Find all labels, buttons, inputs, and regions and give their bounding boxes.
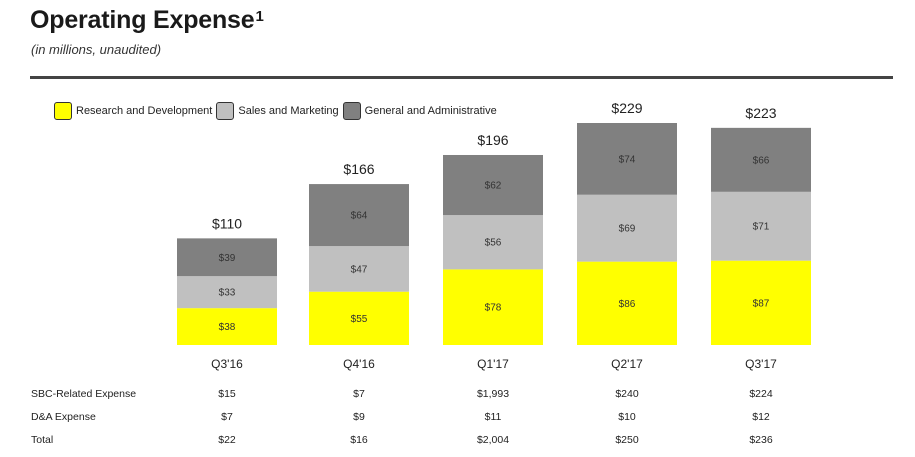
data-label-sales-and-marketing-q3-16: $33 <box>219 288 236 299</box>
bar-segment-sales-and-marketing-q3-16 <box>177 276 277 309</box>
data-label-research-and-development-q3-17: $87 <box>753 298 770 309</box>
bar-segment-general-and-administrative-q4-16 <box>309 184 409 247</box>
cell-sbc-q1-17: $1,993 <box>476 388 510 400</box>
bar-segment-sales-and-marketing-q2-17 <box>577 194 677 262</box>
row-label-total: Total <box>31 434 54 446</box>
cell-sbc-q3-17: $224 <box>749 388 773 400</box>
bar-segment-research-and-development-q3-17 <box>711 260 811 345</box>
legend-swatch-research <box>54 102 72 120</box>
legend-label-research: Research and Development <box>76 105 213 117</box>
cell-total-q1-17: $2,004 <box>476 434 510 446</box>
table-row-total: Total $22 $16 $2,004 $250 $236 <box>0 434 915 450</box>
total-label-q3-16: $110 <box>212 215 242 231</box>
bar-segment-general-and-administrative-q3-17 <box>711 127 811 192</box>
data-label-research-and-development-q4-16: $55 <box>351 314 368 325</box>
bar-segment-sales-and-marketing-q4-16 <box>309 246 409 292</box>
bar-segment-general-and-administrative-q1-17 <box>443 154 543 216</box>
total-label-q2-17: $229 <box>611 100 642 116</box>
chart-legend: Research and Development Sales and Marke… <box>54 102 501 120</box>
title-superscript: 1 <box>255 8 264 25</box>
data-label-general-and-administrative-q3-17: $66 <box>753 155 770 166</box>
title-text: Operating Expense <box>30 6 255 34</box>
data-label-general-and-administrative-q4-16: $64 <box>351 211 368 222</box>
cell-da-q2-17: $10 <box>618 411 636 423</box>
legend-swatch-sales <box>216 102 235 120</box>
total-label-q1-17: $196 <box>477 132 508 148</box>
x-tick-label-q3-16: Q3'16 <box>211 357 243 371</box>
bar-segment-research-and-development-q1-17 <box>443 269 543 345</box>
x-tick-label-q4-16: Q4'16 <box>343 357 375 371</box>
legend-item-general: General and Administrative <box>342 102 497 120</box>
cell-total-q2-17: $250 <box>615 434 639 446</box>
legend-swatch-general <box>342 102 361 120</box>
data-label-sales-and-marketing-q2-17: $69 <box>619 224 636 235</box>
bar-segment-research-and-development-q3-16 <box>177 308 277 345</box>
table-row-da: D&A Expense $7 $9 $11 $10 $12 <box>0 411 915 427</box>
x-tick-label-q3-17: Q3'17 <box>745 357 777 371</box>
data-label-research-and-development-q3-16: $38 <box>219 322 236 333</box>
title-divider <box>30 76 893 79</box>
legend-item-research: Research and Development <box>54 102 212 120</box>
total-label-q4-16: $166 <box>343 161 374 177</box>
data-label-research-and-development-q1-17: $78 <box>485 303 502 314</box>
cell-da-q1-17: $11 <box>484 411 502 423</box>
cell-sbc-q4-16: $7 <box>353 388 365 400</box>
total-label-q3-17: $223 <box>745 105 776 121</box>
data-label-sales-and-marketing-q3-17: $71 <box>753 222 770 233</box>
table-row-sbc: SBC-Related Expense $15 $7 $1,993 $240 $… <box>0 388 915 404</box>
data-label-sales-and-marketing-q1-17: $56 <box>485 238 502 249</box>
cell-total-q3-16: $22 <box>218 434 236 446</box>
data-label-sales-and-marketing-q4-16: $47 <box>351 264 368 275</box>
cell-da-q3-16: $7 <box>221 411 233 423</box>
cell-da-q3-17: $12 <box>752 411 770 423</box>
data-label-research-and-development-q2-17: $86 <box>619 299 636 310</box>
page-subtitle: (in millions, unaudited) <box>31 42 162 57</box>
data-label-general-and-administrative-q2-17: $74 <box>619 154 636 165</box>
bar-segment-research-and-development-q2-17 <box>577 261 677 345</box>
row-label-sbc: SBC-Related Expense <box>31 388 137 400</box>
legend-label-general: General and Administrative <box>364 105 497 117</box>
cell-total-q4-16: $16 <box>350 434 368 446</box>
legend-label-sales: Sales and Marketing <box>238 105 339 117</box>
data-label-general-and-administrative-q1-17: $62 <box>485 181 502 192</box>
bar-segment-general-and-administrative-q2-17 <box>577 123 677 195</box>
legend-item-sales: Sales and Marketing <box>216 102 339 120</box>
page-title: Operating Expense1 <box>30 6 264 35</box>
row-label-da: D&A Expense <box>31 411 96 423</box>
cell-sbc-q2-17: $240 <box>615 388 639 400</box>
data-label-general-and-administrative-q3-16: $39 <box>219 253 236 264</box>
x-tick-label-q1-17: Q1'17 <box>477 357 509 371</box>
bar-segment-research-and-development-q4-16 <box>309 291 409 345</box>
x-tick-label-q2-17: Q2'17 <box>611 357 643 371</box>
cell-da-q4-16: $9 <box>353 411 365 423</box>
bar-segment-sales-and-marketing-q1-17 <box>443 215 543 270</box>
bar-segment-general-and-administrative-q3-16 <box>177 238 277 277</box>
cell-total-q3-17: $236 <box>749 434 773 446</box>
bar-segment-sales-and-marketing-q3-17 <box>711 191 811 261</box>
cell-sbc-q3-16: $15 <box>218 388 236 400</box>
